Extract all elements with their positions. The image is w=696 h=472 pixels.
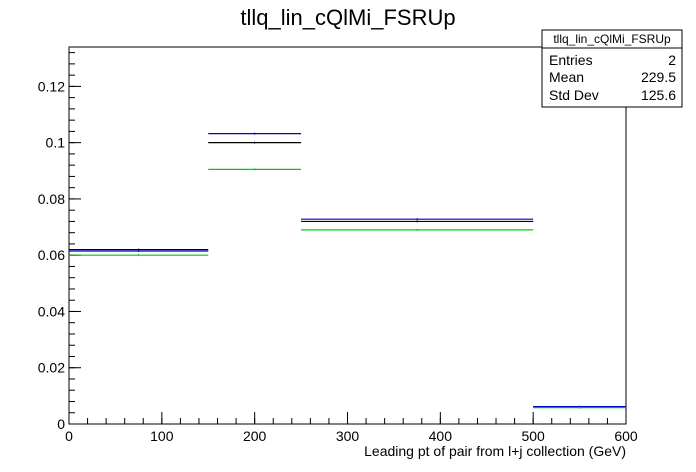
y-tick-label: 0.08 — [38, 191, 65, 207]
stats-mean-label: Mean — [549, 69, 584, 85]
x-tick-label: 200 — [243, 428, 267, 444]
histogram-series — [69, 132, 626, 409]
x-axis: 0 100 200 300 400 500 600 — [65, 412, 638, 444]
y-tick-label: 0.06 — [38, 247, 65, 263]
x-tick-label: 500 — [521, 428, 545, 444]
stats-box-frame — [541, 29, 683, 108]
x-tick-label: 600 — [614, 428, 638, 444]
y-tick-label: 0.12 — [38, 78, 65, 94]
x-tick-label: 100 — [150, 428, 174, 444]
stats-entries-value: 2 — [668, 52, 676, 68]
stats-box-title: tllq_lin_cQlMi_FSRUp — [553, 32, 671, 46]
y-axis: 0 0.02 0.04 0.06 0.08 0.1 0.12 — [38, 52, 81, 432]
x-tick-label: 0 — [65, 428, 73, 444]
y-tick-label: 0.02 — [38, 360, 65, 376]
x-tick-label: 300 — [336, 428, 360, 444]
stats-box: tllq_lin_cQlMi_FSRUp Entries 2 Mean 229.… — [541, 29, 683, 108]
stats-stddev-value: 125.6 — [641, 87, 676, 103]
x-tick-label: 400 — [429, 428, 453, 444]
stats-stddev-label: Std Dev — [549, 87, 599, 103]
stats-mean-value: 229.5 — [641, 69, 676, 85]
y-tick-label: 0 — [57, 416, 65, 432]
x-axis-label: Leading pt of pair from l+j collection (… — [364, 443, 626, 459]
stats-entries-label: Entries — [549, 52, 593, 68]
y-tick-label: 0.04 — [38, 303, 65, 319]
y-tick-label: 0.1 — [46, 135, 66, 151]
chart-title: tllq_lin_cQlMi_FSRUp — [240, 5, 455, 30]
